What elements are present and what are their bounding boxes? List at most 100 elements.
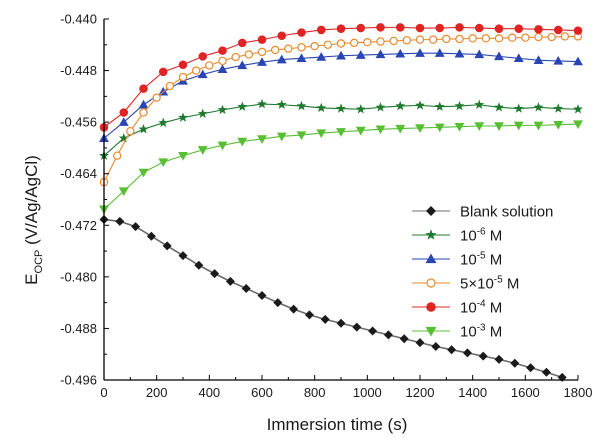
y-tick-label: -0.456 [60, 115, 97, 130]
data-point [355, 50, 366, 59]
legend-label-unit: M [486, 252, 503, 269]
data-point [276, 99, 287, 109]
data-point [415, 124, 425, 133]
data-point [553, 103, 564, 113]
data-point [395, 23, 405, 32]
data-point [162, 241, 172, 251]
data-point [297, 28, 306, 37]
legend-label-unit: M [503, 276, 520, 293]
data-point [296, 131, 307, 140]
data-point [139, 84, 148, 93]
data-point [118, 187, 129, 197]
data-point [510, 358, 520, 368]
tick-labels: 0 200 400 600 800 1000 1200 1400 1600 1800 -0.440 -… [60, 12, 592, 401]
data-point [573, 120, 583, 130]
data-point [138, 124, 149, 134]
data-point [478, 351, 488, 361]
legend-label-superscript: -6 [477, 227, 486, 238]
data-point [323, 40, 333, 49]
data-point [197, 146, 208, 155]
data-point [375, 102, 386, 112]
data-point [237, 101, 248, 111]
data-point [217, 104, 228, 115]
data-point [507, 33, 517, 42]
data-point [375, 125, 386, 135]
data-point [481, 34, 491, 43]
data-point [210, 269, 220, 279]
x-tick-label: 1000 [353, 385, 382, 400]
data-point [442, 34, 451, 44]
x-tick-label: 400 [198, 385, 220, 400]
data-point [126, 126, 135, 136]
data-point [231, 52, 240, 62]
data-point [395, 124, 406, 134]
data-point [336, 50, 346, 60]
data-point [415, 23, 425, 33]
data-point [178, 112, 188, 122]
legend-label-main: 10 [460, 228, 477, 245]
data-point [158, 158, 169, 168]
data-point [284, 44, 293, 53]
data-point [316, 25, 326, 35]
data-point [205, 61, 214, 70]
data-point [455, 34, 464, 44]
data-point [152, 93, 161, 102]
data-point [273, 298, 283, 308]
axes [103, 18, 579, 381]
data-point [526, 363, 536, 373]
data-point [573, 104, 583, 114]
data-point [198, 52, 208, 61]
x-tick-label: 200 [146, 385, 168, 400]
data-point [376, 37, 385, 46]
legend-entry-0: Blank solution [412, 204, 553, 221]
x-tick-label: 1800 [564, 385, 593, 400]
data-point [415, 48, 425, 57]
data-point [257, 291, 267, 301]
data-point [244, 50, 254, 59]
data-point [521, 33, 530, 42]
legend-label-unit: M [486, 300, 503, 317]
data-point [474, 23, 484, 33]
data-point [533, 121, 544, 131]
data-point [399, 334, 409, 344]
data-point [296, 100, 307, 111]
data-point [257, 57, 267, 66]
data-point [455, 23, 464, 32]
data-point [434, 123, 445, 133]
data-point [355, 104, 366, 114]
data-point [146, 231, 156, 241]
data-point [257, 135, 267, 144]
x-tick-label: 1200 [406, 385, 435, 400]
data-point [277, 31, 287, 41]
series-3 [99, 32, 583, 187]
legend-label-superscript: -3 [477, 323, 486, 334]
data-point [431, 341, 441, 351]
legend-entry-4: 10-4 M [412, 299, 502, 317]
y-axis-label: EOCP (V/Ag/AgCl) [22, 155, 45, 285]
legend-entry-3: 5×10-5 M [412, 275, 519, 293]
data-point [541, 367, 551, 377]
data-point [118, 133, 129, 143]
data-point [513, 121, 524, 131]
data-point [139, 108, 148, 117]
data-point [118, 117, 129, 126]
data-point [415, 338, 425, 348]
data-point [494, 51, 504, 61]
y-tick-label: -0.496 [60, 373, 97, 388]
data-point [158, 117, 169, 127]
data-point [115, 216, 125, 226]
legend-label: 10-3 M [460, 323, 502, 341]
data-point [237, 137, 248, 147]
data-point [138, 168, 149, 178]
legend-marker [425, 326, 437, 337]
data-point [573, 26, 583, 35]
data-point [257, 47, 267, 57]
data-point [218, 56, 227, 66]
data-point [494, 354, 504, 364]
data-point [415, 100, 425, 110]
legend-label-superscript: -5 [494, 275, 503, 286]
data-point [447, 345, 457, 355]
data-point [138, 99, 149, 109]
data-point [435, 23, 445, 33]
